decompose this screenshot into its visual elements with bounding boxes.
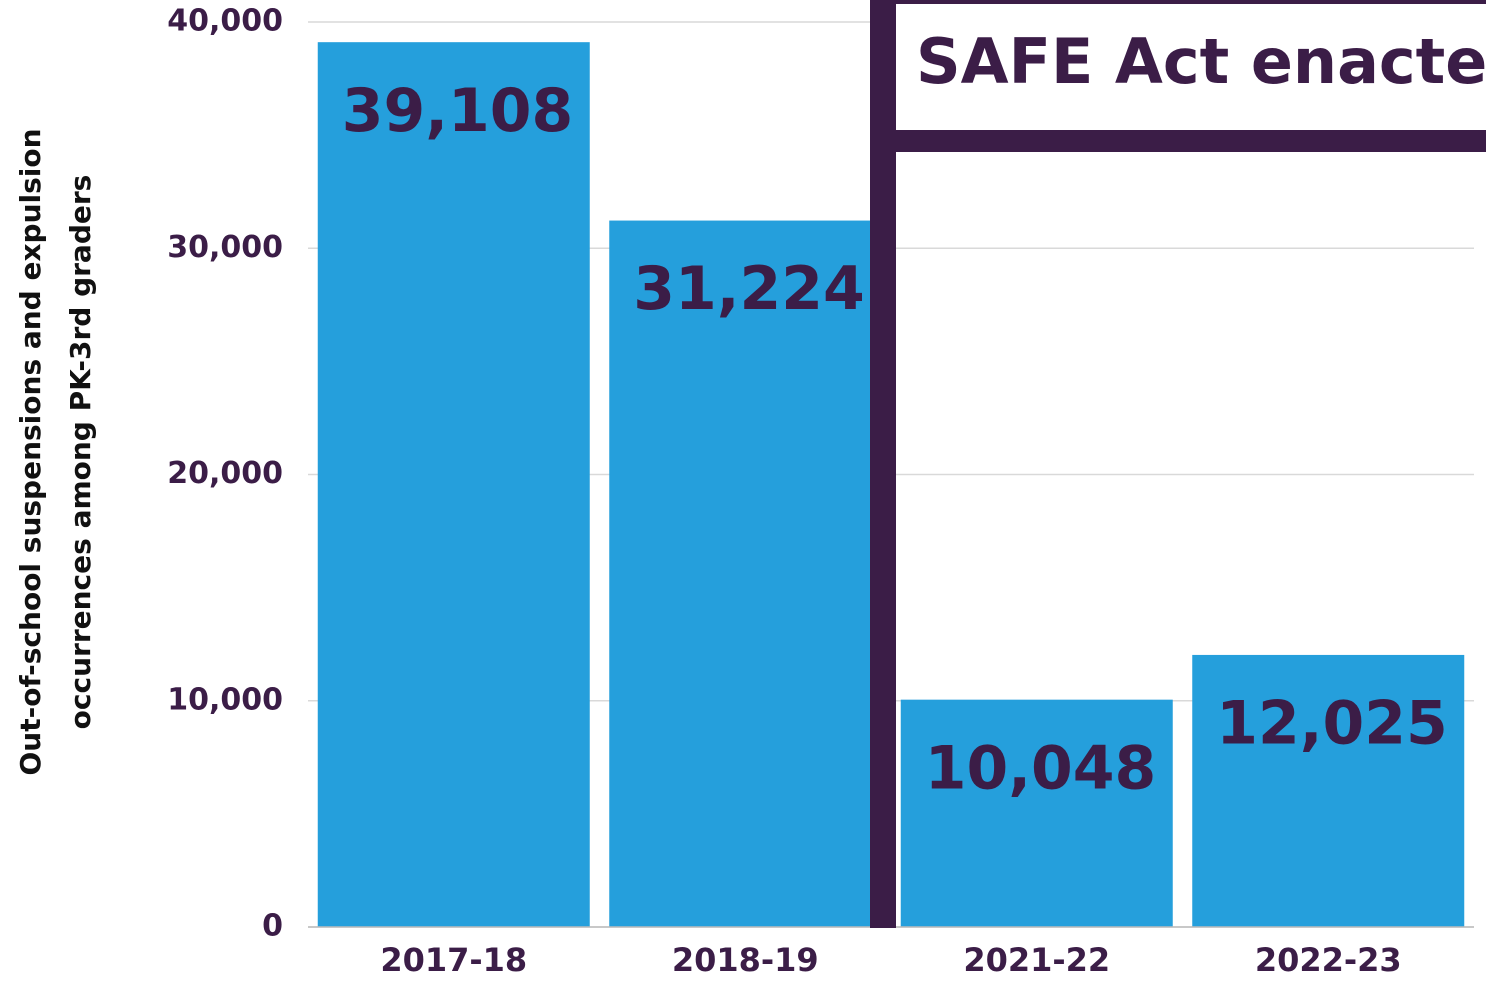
y-tick-label: 40,000 [167, 4, 283, 39]
divider [870, 0, 896, 928]
value-label: 39,108 [342, 76, 574, 146]
y-tick-label: 30,000 [167, 230, 283, 265]
x-tick-label: 2018-19 [672, 941, 819, 979]
annotation-border [870, 0, 1486, 4]
annotation-border [870, 130, 1486, 152]
y-axis-label: Out-of-school suspensions and expulsion … [14, 128, 97, 775]
bar [1192, 654, 1465, 927]
bar [609, 220, 882, 927]
annotation-box [896, 0, 1486, 130]
value-label: 12,025 [1216, 689, 1448, 759]
y-tick-label: 0 [262, 909, 283, 944]
annotation: SAFE Act enacted [916, 25, 1486, 98]
x-tick-label: 2021-22 [963, 941, 1110, 979]
value-label: 31,224 [633, 254, 865, 324]
y-axis-label-line: Out-of-school suspensions and expulsion [14, 128, 47, 775]
y-axis-label-line: occurrences among PK-3rd graders [64, 175, 97, 730]
bar [900, 699, 1173, 927]
y-tick-label: 20,000 [167, 456, 283, 491]
y-tick-label: 10,000 [167, 682, 283, 717]
value-label: 10,048 [925, 733, 1157, 803]
bar [317, 42, 590, 927]
x-tick-label: 2022-23 [1255, 941, 1402, 979]
x-tick-label: 2017-18 [380, 941, 527, 979]
